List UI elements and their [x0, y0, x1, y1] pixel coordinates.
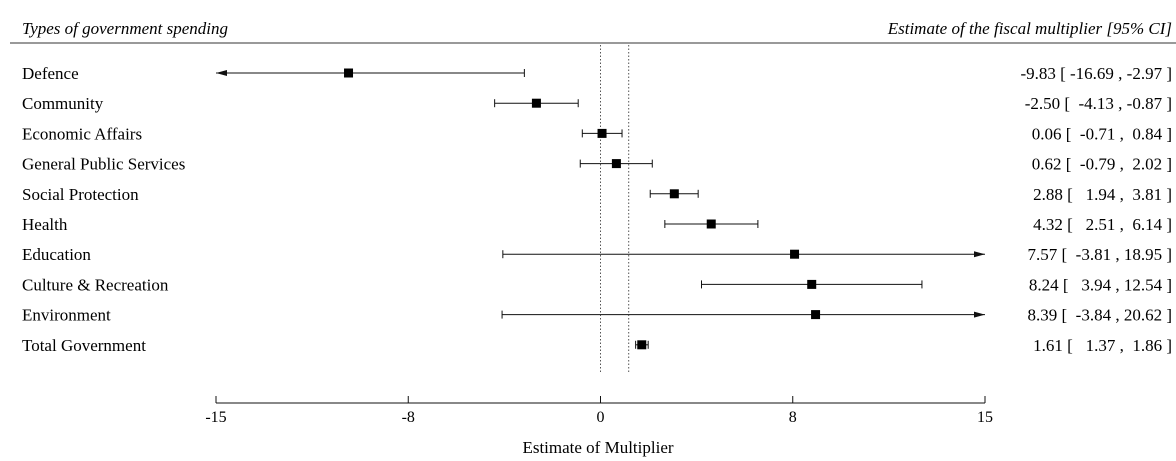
x-axis-label: Estimate of Multiplier [522, 438, 673, 457]
forest-row: Defence -9.83 [ -16.69 , -2.97 ] [22, 64, 1172, 83]
estimate-marker [811, 310, 821, 320]
forest-row: Community -2.50 [ -4.13 , -0.87 ] [22, 94, 1172, 113]
row-label: Community [22, 94, 104, 113]
forest-row: Health 4.32 [ 2.51 , 6.14 ] [22, 215, 1172, 234]
estimate-marker [531, 98, 541, 108]
row-label: Education [22, 245, 91, 264]
x-tick-label: 8 [789, 409, 797, 426]
estimate-marker [706, 219, 716, 229]
row-estimate-text: 7.57 [ -3.81 , 18.95 ] [1028, 245, 1172, 264]
estimate-marker [611, 159, 621, 169]
estimate-marker [807, 279, 817, 289]
reference-lines [600, 45, 630, 372]
forest-row: Economic Affairs 0.06 [ -0.71 , 0.84 ] [22, 124, 1172, 143]
row-estimate-text: 8.39 [ -3.84 , 20.62 ] [1028, 306, 1172, 325]
x-tick-label: -15 [205, 409, 226, 426]
estimate-marker [790, 249, 800, 259]
left-header: Types of government spending [22, 19, 228, 38]
ci-arrow-right [974, 311, 985, 318]
row-label: Defence [22, 64, 79, 83]
estimate-marker [597, 128, 607, 138]
row-estimate-text: 8.24 [ 3.94 , 12.54 ] [1029, 275, 1172, 294]
row-label: Health [22, 215, 68, 234]
forest-row: Social Protection 2.88 [ 1.94 , 3.81 ] [22, 185, 1172, 204]
row-estimate-text: 1.61 [ 1.37 , 1.86 ] [1033, 336, 1172, 355]
x-axis: -15 -8 0 8 15 [205, 396, 993, 426]
forest-row: Total Government 1.61 [ 1.37 , 1.86 ] [22, 336, 1172, 355]
row-label: General Public Services [22, 155, 185, 174]
row-label: Culture & Recreation [22, 275, 169, 294]
row-estimate-text: -9.83 [ -16.69 , -2.97 ] [1020, 64, 1172, 83]
row-estimate-text: 0.06 [ -0.71 , 0.84 ] [1032, 124, 1172, 143]
row-estimate-text: 4.32 [ 2.51 , 6.14 ] [1033, 215, 1172, 234]
row-estimate-text: 2.88 [ 1.94 , 3.81 ] [1033, 185, 1172, 204]
ci-arrow-right [974, 251, 985, 258]
forest-row: Culture & Recreation 8.24 [ 3.94 , 12.54 … [22, 275, 1172, 294]
forest-row: Environment 8.39 [ -3.84 , 20.62 ] [22, 306, 1172, 325]
forest-rows: Defence -9.83 [ -16.69 , -2.97 ] Community… [22, 64, 1172, 355]
row-label: Economic Affairs [22, 124, 142, 143]
forest-row: Education 7.57 [ -3.81 , 18.95 ] [22, 245, 1172, 264]
row-estimate-text: 0.62 [ -0.79 , 2.02 ] [1032, 155, 1172, 174]
x-tick-label: 15 [977, 409, 993, 426]
right-header: Estimate of the fiscal multiplier [95% C… [887, 19, 1172, 38]
forest-row: General Public Services 0.62 [ -0.79 , 2.… [22, 155, 1172, 174]
row-estimate-text: -2.50 [ -4.13 , -0.87 ] [1025, 94, 1172, 113]
row-label: Total Government [22, 336, 146, 355]
x-tick-label: -8 [402, 409, 415, 426]
x-tick-label: 0 [597, 409, 605, 426]
row-label: Social Protection [22, 185, 139, 204]
row-label: Environment [22, 306, 111, 325]
estimate-marker [637, 340, 647, 350]
estimate-marker [669, 189, 679, 199]
ci-arrow-left [216, 70, 227, 76]
estimate-marker [344, 68, 354, 78]
